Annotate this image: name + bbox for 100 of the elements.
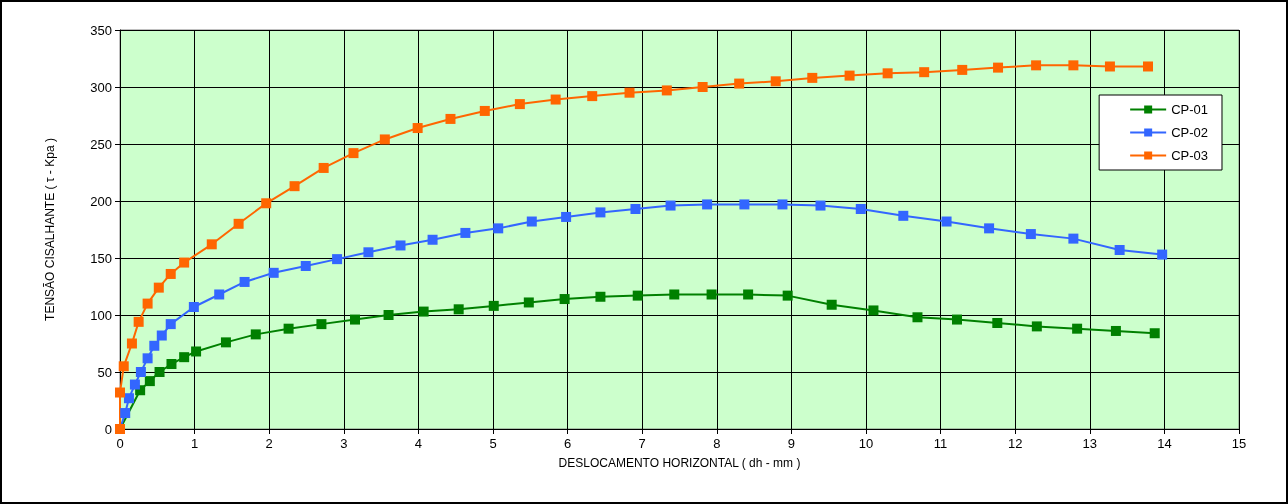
point — [129, 379, 140, 390]
point — [142, 298, 153, 309]
point — [559, 294, 570, 305]
point — [624, 87, 635, 98]
point — [815, 200, 826, 211]
point — [233, 218, 244, 229]
point — [488, 300, 499, 311]
x-tick-label: 7 — [638, 436, 646, 451]
point — [239, 276, 250, 287]
point — [770, 76, 781, 87]
point — [379, 134, 390, 145]
x-tick-label: 1 — [190, 436, 199, 451]
point — [289, 181, 300, 192]
point — [992, 317, 1003, 328]
point — [149, 340, 160, 351]
point — [514, 99, 525, 110]
point — [300, 260, 311, 271]
point — [697, 82, 708, 92]
x-axis-title: DESLOCAMENTO HORIZONTAL ( dh - mm ) — [558, 456, 801, 470]
point — [118, 361, 129, 372]
point — [630, 203, 641, 214]
point — [1025, 229, 1036, 240]
x-tick-label: 11 — [933, 436, 948, 451]
point — [1068, 233, 1079, 244]
point — [166, 359, 177, 370]
point — [632, 290, 643, 301]
point — [743, 289, 754, 300]
point — [250, 329, 261, 340]
point — [912, 312, 923, 323]
point — [349, 314, 360, 325]
point — [445, 113, 456, 124]
point — [1031, 60, 1042, 71]
point — [587, 91, 598, 102]
point — [734, 78, 745, 89]
point — [453, 304, 464, 315]
point — [1114, 245, 1125, 256]
point — [126, 338, 137, 349]
y-tick-label: 250 — [90, 136, 112, 152]
point — [669, 289, 680, 300]
legend-label: CP-03 — [1171, 148, 1209, 163]
y-tick-label: 150 — [90, 250, 112, 266]
point — [206, 239, 217, 250]
point — [595, 207, 606, 218]
x-tick-label: 13 — [1082, 436, 1098, 451]
x-tick-label: 6 — [563, 436, 572, 451]
point — [348, 148, 359, 159]
point — [526, 216, 537, 227]
y-axis-title: TENSÃO CISALHANTE ( τ - Kpa ) — [43, 138, 57, 321]
point — [120, 408, 131, 419]
point — [957, 64, 968, 75]
point — [1110, 325, 1121, 336]
point — [826, 299, 837, 310]
point — [706, 289, 717, 300]
point — [220, 337, 231, 348]
point — [1031, 321, 1042, 332]
point — [179, 257, 190, 268]
point — [984, 223, 995, 234]
legend-label: CP-01 — [1171, 102, 1209, 117]
x-tick-label: 0 — [116, 436, 124, 451]
point — [154, 367, 165, 377]
x-tick-label: 4 — [414, 436, 423, 451]
x-tick-label: 2 — [265, 436, 273, 451]
point — [142, 353, 153, 364]
point — [898, 210, 909, 221]
x-tick-label: 12 — [1007, 436, 1023, 451]
point — [777, 199, 788, 210]
point — [855, 203, 866, 214]
point — [702, 199, 713, 210]
point — [1157, 249, 1168, 260]
point — [523, 297, 534, 308]
x-tick-label: 10 — [858, 436, 874, 451]
point — [363, 247, 374, 258]
point — [993, 62, 1004, 73]
point — [268, 267, 279, 278]
x-tick-label: 14 — [1157, 436, 1172, 451]
point — [941, 216, 952, 227]
point — [665, 200, 676, 211]
point — [115, 387, 125, 398]
point — [661, 85, 672, 96]
point — [153, 282, 164, 293]
point — [919, 67, 930, 78]
point — [135, 367, 146, 377]
point — [782, 290, 793, 301]
point — [1142, 61, 1153, 72]
y-tick-label: 0 — [104, 421, 112, 437]
point — [427, 234, 438, 245]
y-tick-label: 50 — [97, 364, 112, 380]
point — [188, 302, 199, 313]
point — [493, 223, 504, 234]
y-tick-label: 300 — [90, 79, 112, 95]
point — [412, 123, 423, 134]
y-tick-label: 100 — [90, 307, 112, 323]
y-tick-label: 350 — [90, 22, 112, 38]
point — [283, 323, 294, 334]
point — [383, 310, 394, 320]
point — [261, 198, 272, 209]
x-tick-label: 15 — [1231, 436, 1247, 451]
point — [395, 240, 406, 251]
point — [332, 254, 343, 265]
point — [844, 70, 855, 81]
